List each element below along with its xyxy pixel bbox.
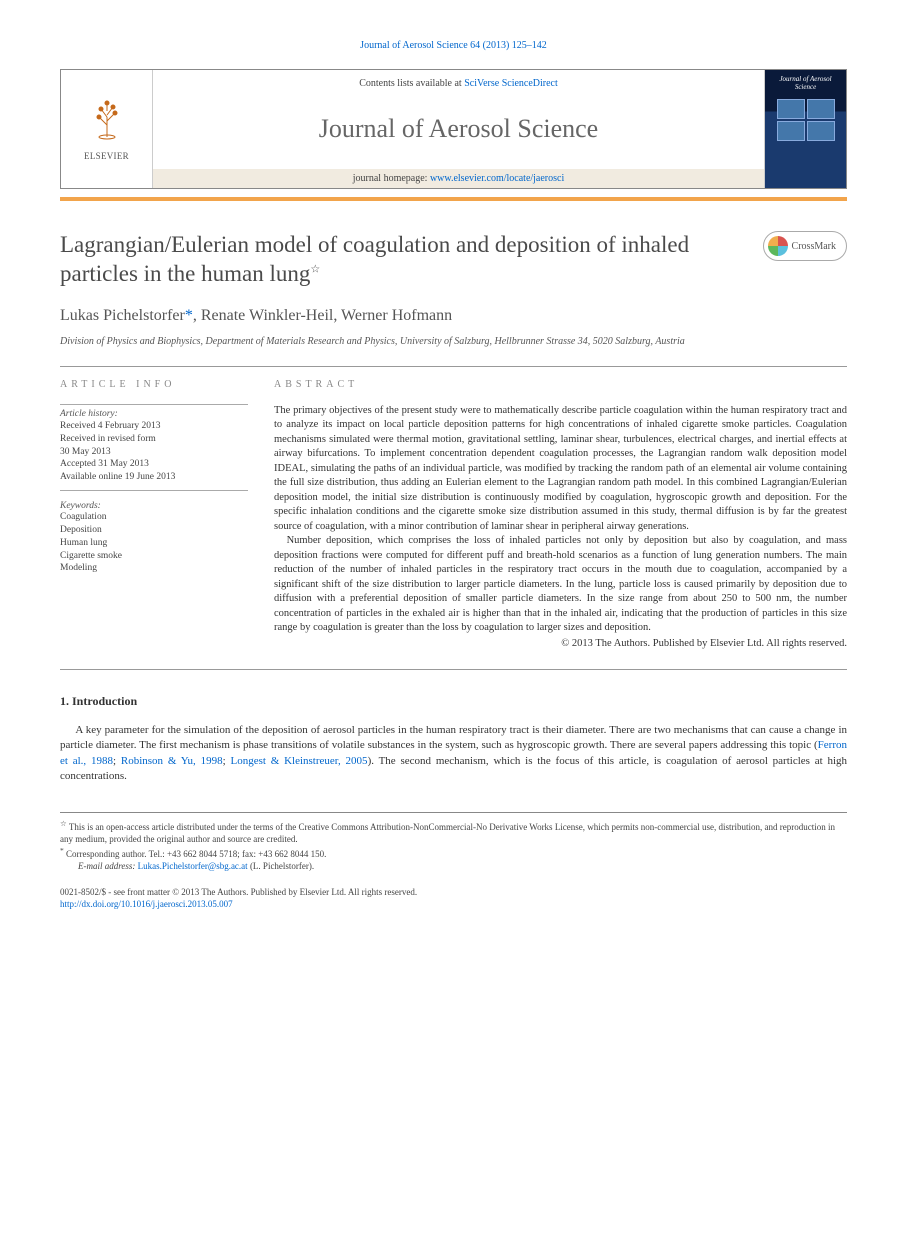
crossmark-badge[interactable]: CrossMark — [763, 231, 847, 261]
email-label: E-mail address: — [78, 861, 138, 871]
keywords-label: Keywords: — [60, 501, 248, 511]
history-label: Article history: — [60, 404, 248, 419]
keywords-body: Coagulation Deposition Human lung Cigare… — [60, 511, 248, 575]
author-name: Werner Hofmann — [341, 307, 452, 324]
journal-name: Journal of Aerosol Science — [163, 114, 754, 144]
journal-cover-thumb: Journal of Aerosol Science — [764, 70, 846, 188]
affiliation: Division of Physics and Biophysics, Depa… — [60, 335, 847, 349]
author-name: Lukas Pichelstorfer — [60, 307, 185, 324]
divider — [60, 669, 847, 670]
author-name: Renate Winkler-Heil — [201, 307, 333, 324]
info-abstract-row: ARTICLE INFO Article history: Received 4… — [60, 379, 847, 649]
footnotes: ☆ This is an open-access article distrib… — [60, 812, 847, 872]
cover-title: Journal of Aerosol Science — [769, 76, 842, 91]
article-info-heading: ARTICLE INFO — [60, 379, 248, 390]
abstract-p1: The primary objectives of the present st… — [274, 404, 847, 534]
citation-link[interactable]: Robinson & Yu, 1998 — [121, 755, 223, 767]
issn-line: 0021-8502/$ - see front matter © 2013 Th… — [60, 886, 847, 898]
doi-line: http://dx.doi.org/10.1016/j.jaerosci.201… — [60, 898, 847, 910]
email-link[interactable]: Lukas.Pichelstorfer@sbg.ac.at — [138, 861, 248, 871]
divider — [60, 366, 847, 367]
open-access-star-icon: ☆ — [310, 263, 320, 275]
article-title: Lagrangian/Eulerian model of coagulation… — [60, 231, 743, 289]
sciencedirect-link[interactable]: SciVerse ScienceDirect — [464, 78, 558, 89]
title-row: Lagrangian/Eulerian model of coagulation… — [60, 231, 847, 289]
corresponding-author-footnote: * Corresponding author. Tel.: +43 662 80… — [60, 846, 847, 860]
contents-text: Contents lists available at — [359, 78, 464, 89]
elsevier-tree-icon — [85, 97, 129, 148]
homepage-link[interactable]: www.elsevier.com/locate/jaerosci — [430, 173, 564, 184]
masthead: ELSEVIER Contents lists available at Sci… — [60, 69, 847, 189]
cover-thumbnails — [777, 99, 835, 141]
publisher-name: ELSEVIER — [84, 151, 129, 161]
section-heading: 1. Introduction — [60, 694, 847, 709]
author-sep: , — [193, 307, 201, 324]
cover-thumb-img — [807, 99, 835, 119]
email-footnote: E-mail address: Lukas.Pichelstorfer@sbg.… — [60, 860, 847, 872]
page: Journal of Aerosol Science 64 (2013) 125… — [0, 0, 907, 940]
intro-text: A key parameter for the simulation of th… — [60, 724, 847, 751]
doi-prefix-link[interactable]: http://dx.doi.org/ — [60, 899, 121, 909]
masthead-center: Contents lists available at SciVerse Sci… — [153, 70, 764, 188]
article-info-column: ARTICLE INFO Article history: Received 4… — [60, 379, 248, 649]
running-header: Journal of Aerosol Science 64 (2013) 125… — [60, 40, 847, 51]
page-footer: 0021-8502/$ - see front matter © 2013 Th… — [60, 886, 847, 910]
author-sep: , — [333, 307, 341, 324]
history-body: Received 4 February 2013 Received in rev… — [60, 420, 248, 491]
oa-footnote-text: This is an open-access article distribut… — [60, 822, 835, 844]
corr-footnote-text: Corresponding author. Tel.: +43 662 8044… — [64, 849, 327, 859]
journal-homepage-line: journal homepage: www.elsevier.com/locat… — [153, 169, 764, 188]
cover-thumb-img — [807, 121, 835, 141]
contents-available-line: Contents lists available at SciVerse Sci… — [163, 78, 754, 89]
crossmark-icon — [768, 236, 788, 256]
doi-link[interactable]: 10.1016/j.jaerosci.2013.05.007 — [121, 899, 233, 909]
corresponding-author-mark[interactable]: * — [185, 307, 193, 324]
cover-thumb-img — [777, 121, 805, 141]
abstract-column: ABSTRACT The primary objectives of the p… — [274, 379, 847, 649]
open-access-footnote: ☆ This is an open-access article distrib… — [60, 819, 847, 845]
cover-thumb-img — [777, 99, 805, 119]
intro-text: ; — [113, 755, 121, 767]
star-icon: ☆ — [60, 819, 67, 828]
intro-paragraph: A key parameter for the simulation of th… — [60, 723, 847, 785]
accent-rule — [60, 197, 847, 201]
citation-link[interactable]: Longest & Kleinstreuer, 2005 — [230, 755, 367, 767]
crossmark-label: CrossMark — [792, 241, 836, 252]
email-who: (L. Pichelstorfer). — [248, 861, 314, 871]
abstract-copyright: © 2013 The Authors. Published by Elsevie… — [274, 638, 847, 649]
publisher-logo-box: ELSEVIER — [61, 70, 153, 188]
abstract-body: The primary objectives of the present st… — [274, 404, 847, 636]
homepage-label: journal homepage: — [353, 173, 430, 184]
abstract-heading: ABSTRACT — [274, 379, 847, 390]
author-list: Lukas Pichelstorfer*, Renate Winkler-Hei… — [60, 307, 847, 325]
citation-link[interactable]: Journal of Aerosol Science 64 (2013) 125… — [360, 40, 547, 51]
title-text: Lagrangian/Eulerian model of coagulation… — [60, 232, 689, 286]
abstract-p2: Number deposition, which comprises the l… — [274, 534, 847, 635]
